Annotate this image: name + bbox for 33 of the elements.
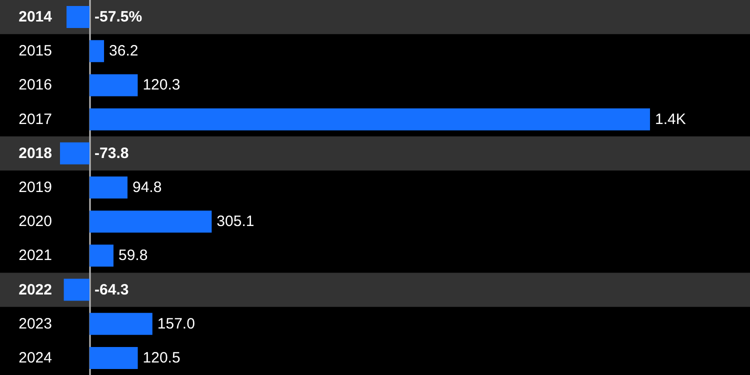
y-tick-label: 2023: [18, 315, 52, 332]
bar: [90, 244, 114, 267]
bar: [90, 176, 128, 198]
y-tick-label: 2016: [18, 76, 52, 94]
y-tick-label: 2020: [18, 213, 52, 230]
data-label: -64.3: [94, 281, 129, 298]
data-label: -57.5%: [94, 8, 142, 26]
y-tick-label: 2022: [18, 281, 52, 298]
data-label: 1.4K: [655, 110, 686, 128]
y-tick-label: 2015: [18, 42, 52, 60]
bar: [64, 278, 90, 301]
bar: [60, 142, 90, 164]
data-label: -73.8: [94, 144, 129, 162]
bar: [90, 346, 138, 369]
bar: [90, 210, 212, 233]
bar: [66, 6, 90, 28]
data-label: 94.8: [132, 179, 162, 196]
y-tick-label: 2019: [18, 179, 52, 196]
data-label: 305.1: [216, 213, 254, 230]
bar: [90, 74, 138, 96]
y-tick-label: 2018: [18, 144, 52, 162]
data-label: 157.0: [157, 315, 195, 332]
data-label: 36.2: [109, 42, 138, 60]
y-tick-label: 2021: [18, 247, 52, 264]
y-tick-label: 2017: [18, 110, 52, 128]
bar: [90, 108, 650, 130]
bar: [90, 40, 104, 62]
data-label: 120.5: [142, 349, 180, 366]
bar: [90, 312, 152, 335]
y-tick-label: 2014: [18, 8, 53, 26]
data-label: 59.8: [118, 247, 148, 264]
y-tick-label: 2024: [18, 349, 52, 366]
data-label: 120.3: [142, 76, 180, 94]
